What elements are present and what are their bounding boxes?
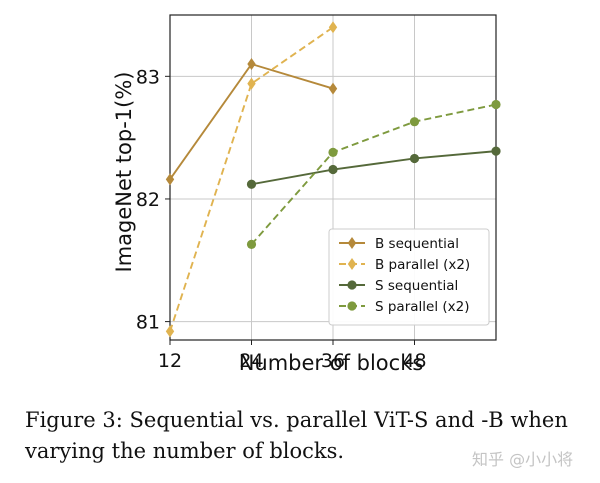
data-point-s-parallel-x2 [246, 239, 257, 249]
x-tick-label: 24 [239, 350, 263, 372]
series-s-parallel-x2 [246, 99, 501, 249]
x-ticks: 12 24 36 48 [158, 340, 427, 372]
legend-box [328, 228, 490, 326]
x-tick-label: 36 [321, 350, 345, 372]
data-point-b-sequential [165, 173, 175, 186]
data-point-s-sequential [491, 146, 501, 156]
legend-label-b-sequential: B sequential [375, 236, 459, 252]
series-line-s-parallel-x2 [250, 103, 497, 245]
data-point-b-parallel-x2 [165, 325, 175, 338]
y-axis-label: ImageNet top-1(%) [112, 72, 136, 273]
legend-marker-s-sequential [347, 280, 357, 290]
legend-marker-b-parallel-x2 [347, 258, 357, 270]
data-point-s-sequential [246, 179, 257, 189]
series-line-s-sequential [251, 150, 497, 186]
chart: 12 24 36 48 81 82 83 Number of blocks ImageNe… [112, 14, 501, 375]
x-tick-label: 12 [158, 350, 182, 372]
y-tick-label: 82 [136, 189, 160, 211]
series-b-parallel-x2 [165, 21, 338, 338]
y-ticks: 81 82 83 [136, 66, 170, 334]
data-point-b-sequential [328, 82, 338, 95]
data-point-b-parallel-x2 [247, 77, 256, 90]
legend-marker-b-sequential [347, 237, 357, 249]
watermark: 知乎 @小小将 [472, 450, 574, 469]
y-tick-label: 83 [136, 66, 160, 88]
series-s-sequential [246, 146, 501, 189]
data-point-s-sequential [328, 164, 338, 175]
data-point-s-parallel-x2 [491, 99, 501, 110]
series-b-sequential [165, 58, 338, 186]
data-point-s-parallel-x2 [328, 147, 338, 157]
data-point-b-sequential [247, 58, 256, 71]
legend-marker-s-parallel-x2 [347, 301, 357, 311]
legend-label-b-parallel-x2: B parallel (x2) [375, 257, 470, 273]
data-point-s-sequential [409, 153, 420, 164]
legend: B sequential B parallel (x2) S sequential S… [328, 228, 490, 326]
x-tick-label: 48 [402, 350, 426, 372]
y-tick-label: 81 [136, 312, 160, 334]
legend-label-s-parallel-x2: S parallel (x2) [375, 299, 470, 315]
x-axis-label: Number of blocks [239, 351, 424, 375]
series-layer [165, 21, 501, 338]
data-point-s-parallel-x2 [409, 117, 420, 127]
data-point-b-parallel-x2 [328, 21, 338, 34]
figure-caption: Figure 3: Sequential vs. parallel ViT-S … [25, 408, 568, 463]
legend-label-s-sequential: S sequential [375, 278, 458, 294]
